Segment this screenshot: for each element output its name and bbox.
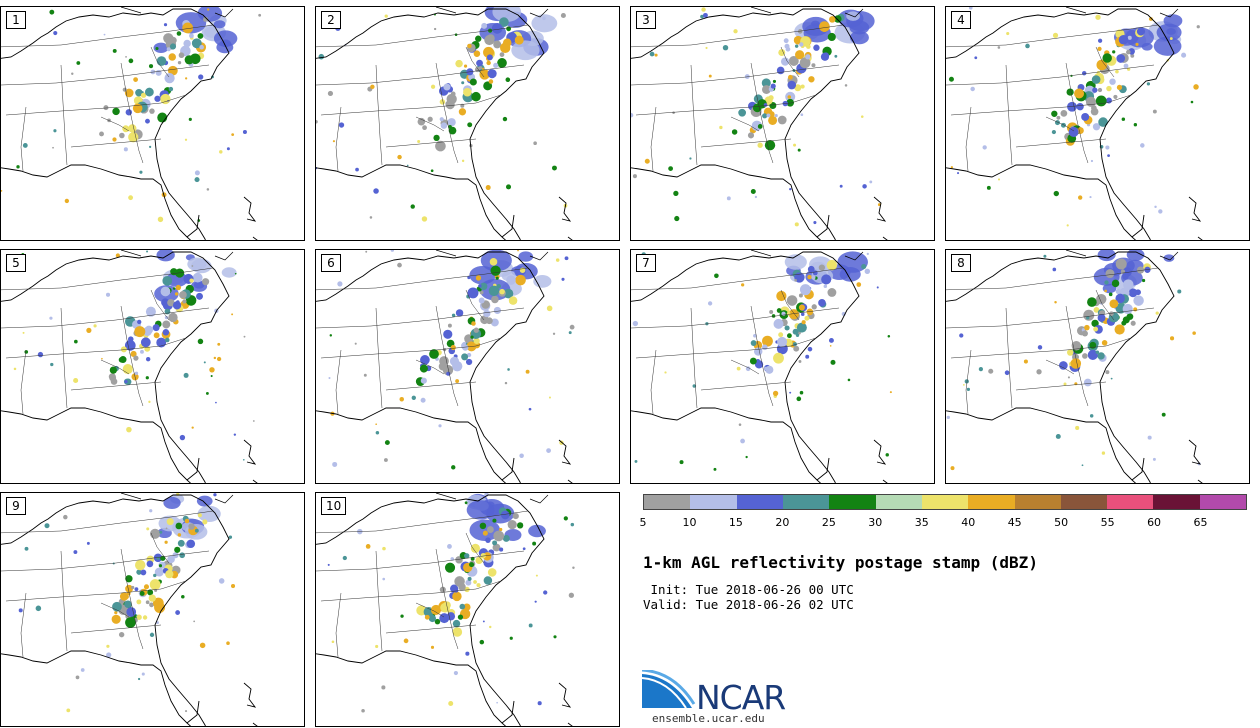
colorbar-segment xyxy=(1014,495,1061,509)
colorbar-tick: 5 xyxy=(639,516,647,529)
colorbar-tick-labels: 5 10 15 20 25 30 35 40 45 50 55 60 65 xyxy=(639,516,1247,530)
colorbar-tick: 15 xyxy=(728,516,743,529)
reflectivity-colorbar xyxy=(643,494,1247,510)
colorbar-tick: 30 xyxy=(868,516,883,529)
reflectivity-map xyxy=(1,250,258,483)
colorbar-tick: 20 xyxy=(775,516,790,529)
colorbar-tick: 40 xyxy=(961,516,976,529)
panel-number: 7 xyxy=(636,254,656,272)
colorbar-tick: 45 xyxy=(1007,516,1022,529)
panel-number: 4 xyxy=(951,11,971,29)
reflectivity-map xyxy=(316,7,573,240)
colorbar-tick: 60 xyxy=(1147,516,1162,529)
init-time: Init: Tue 2018-06-26 00 UTC xyxy=(643,582,854,597)
colorbar-tick: 25 xyxy=(821,516,836,529)
map-panel-6: 6 xyxy=(315,249,620,484)
colorbar-tick: 55 xyxy=(1100,516,1115,529)
reflectivity-map xyxy=(631,7,888,240)
colorbar-segment xyxy=(829,495,876,509)
colorbar-tick: 10 xyxy=(682,516,697,529)
colorbar-segment xyxy=(1060,495,1108,509)
map-panel-5: 5 xyxy=(0,249,305,484)
reflectivity-map xyxy=(316,493,575,726)
colorbar-tick: 35 xyxy=(914,516,929,529)
map-panel-3: 3 xyxy=(630,6,935,241)
panel-number: 8 xyxy=(951,254,971,272)
reflectivity-map xyxy=(1,493,258,726)
colorbar-segment xyxy=(644,495,691,509)
map-panel-1: 1 xyxy=(0,6,305,241)
ncar-logo-icon xyxy=(642,670,696,709)
colorbar-segment xyxy=(782,495,830,509)
colorbar-segment xyxy=(875,495,922,509)
colorbar-segment xyxy=(690,495,737,509)
reflectivity-map xyxy=(631,250,892,483)
map-panel-7: 7 xyxy=(630,249,935,484)
panel-number: 5 xyxy=(6,254,26,272)
colorbar-segment xyxy=(1153,495,1200,509)
map-panel-8: 8 xyxy=(945,249,1250,484)
colorbar-segment xyxy=(921,495,969,509)
panel-number: 3 xyxy=(636,11,656,29)
figure-title: 1-km AGL reflectivity postage stamp (dBZ… xyxy=(643,553,1038,572)
panel-number: 1 xyxy=(6,11,26,29)
map-panel-2: 2 xyxy=(315,6,620,241)
colorbar-segment xyxy=(1107,495,1154,509)
panel-number: 6 xyxy=(321,254,341,272)
logo-url: ensemble.ucar.edu xyxy=(652,712,765,725)
reflectivity-map xyxy=(946,250,1203,483)
map-panel-10: 10 xyxy=(315,492,620,727)
colorbar-segment xyxy=(1199,495,1247,509)
reflectivity-map xyxy=(946,7,1203,240)
colorbar-tick: 50 xyxy=(1054,516,1069,529)
panel-number: 2 xyxy=(321,11,341,29)
colorbar-tick: 65 xyxy=(1193,516,1208,529)
map-panel-9: 9 xyxy=(0,492,305,727)
map-panel-4: 4 xyxy=(945,6,1250,241)
reflectivity-map xyxy=(1,7,262,240)
reflectivity-map xyxy=(316,250,575,483)
colorbar-segment xyxy=(736,495,783,509)
valid-time: Valid: Tue 2018-06-26 02 UTC xyxy=(643,597,854,612)
panel-number: 10 xyxy=(321,497,347,515)
logo-wordmark: NCAR xyxy=(696,678,786,717)
colorbar-segment xyxy=(968,495,1015,509)
panel-number: 9 xyxy=(6,497,26,515)
